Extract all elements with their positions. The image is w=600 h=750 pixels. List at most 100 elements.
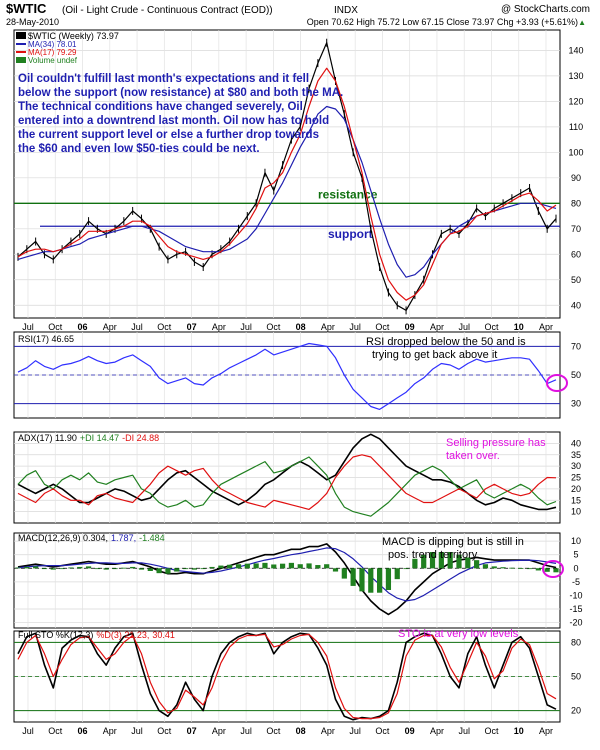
sto-x-tick-label: Jul: [240, 726, 252, 736]
price-series-ma17-line: [17, 67, 557, 301]
macd-histogram-bar: [368, 568, 374, 593]
header-date: 28-May-2010: [6, 17, 59, 27]
macd-histogram-bar: [262, 562, 268, 569]
rsi-y-tick-label: 50: [571, 370, 581, 380]
price-x-tick-label: Jul: [458, 322, 470, 332]
price-x-tick-label: Apr: [539, 322, 553, 332]
macd-y-tick-label: -20: [569, 618, 582, 628]
macd-histogram-bar: [403, 568, 409, 570]
macd-histogram-bar: [130, 566, 136, 569]
sto-x-tick-label: Oct: [157, 726, 172, 736]
macd-histogram-bar: [438, 552, 444, 569]
price-y-tick-label: 50: [571, 275, 581, 285]
resistance-label: resistance: [318, 187, 378, 201]
header-name: (Oil - Light Crude - Continuous Contract…: [62, 5, 273, 16]
macd-legend-hist: -1.484: [139, 533, 165, 543]
macd-histogram-bar: [341, 568, 347, 579]
sto-x-tick-label: Jul: [131, 726, 143, 736]
macd-histogram-bar: [15, 567, 21, 569]
support-label: support: [328, 227, 373, 241]
adx-legend: ADX(17) 11.90 +DI 14.47 -DI 24.88: [18, 433, 159, 443]
macd-legend-macd: MACD(12,26,9) 0.304,: [18, 533, 108, 543]
price-y-tick-label: 70: [571, 224, 581, 234]
sto-x-tick-label: Apr: [321, 726, 335, 736]
price-x-tick-label: Apr: [212, 322, 226, 332]
macd-frame: [13, 532, 561, 629]
price-y-tick-label: 130: [568, 71, 583, 81]
macd-histogram-bar: [103, 568, 109, 570]
macd-histogram-bar: [447, 552, 453, 569]
macd-histogram-bar: [165, 568, 171, 574]
header-exchange: INDX: [334, 5, 358, 16]
macd-histogram-bar: [297, 564, 303, 569]
sto-x-tick-label: Oct: [266, 726, 281, 736]
sto-x-tick-label: Apr: [103, 726, 117, 736]
price-x-tick-label: Apr: [103, 322, 117, 332]
price-y-tick-label: 100: [568, 147, 583, 157]
legend-swatch-volume: [16, 57, 26, 63]
macd-y-tick-label: -10: [569, 590, 582, 600]
price-series-ma34-line: [17, 105, 557, 278]
sto-x-tick-label: 08: [296, 726, 306, 736]
macd-histogram-bar: [33, 566, 39, 569]
sto-x-tick-label: Jul: [22, 726, 34, 736]
adx-y-tick-label: 30: [571, 461, 581, 471]
price-x-tick-label: Oct: [484, 322, 499, 332]
macd-histogram-bar: [429, 552, 436, 569]
macd-histogram-bar: [50, 568, 56, 570]
sto-series-k-line: [17, 632, 557, 721]
macd-histogram-bar: [332, 568, 339, 572]
macd-histogram-bar: [465, 557, 471, 569]
price-annotation-line: entered into a downtrend last month. Oil…: [18, 115, 329, 127]
macd-histogram-bar: [271, 564, 277, 569]
price-x-tick-label: 08: [296, 322, 306, 332]
legend-price: $WTIC (Weekly) 73.97: [28, 31, 119, 41]
watermark: @ StockCharts.com: [501, 4, 590, 15]
sto-annotation: STO is at very low levels: [398, 628, 519, 640]
rsi-annotation-line1: RSI dropped below the 50 and is: [366, 336, 526, 348]
macd-annotation-line2: pos. trend territory.: [388, 549, 480, 561]
macd-histogram-bar: [41, 568, 48, 570]
macd-histogram-bar: [509, 567, 515, 569]
price-x-tick-label: Oct: [157, 322, 172, 332]
macd-histogram-bar: [200, 568, 206, 570]
macd-histogram-bar: [456, 554, 462, 569]
macd-histogram-bar: [421, 554, 427, 569]
price-x-tick-label: Apr: [430, 322, 444, 332]
macd-histogram-bar: [288, 562, 295, 569]
sto-y-tick-label: 50: [571, 672, 581, 682]
adx-y-tick-label: 20: [571, 484, 581, 494]
price-y-tick-label: 90: [571, 173, 581, 183]
price-x-tick-label: Jul: [349, 322, 361, 332]
macd-histogram-bar: [544, 568, 550, 572]
macd-y-tick-label: 10: [571, 536, 581, 546]
legend-ma34: MA(34) 78.01: [28, 40, 77, 49]
macd-y-tick-label: 0: [573, 563, 578, 573]
sto-x-tick-label: 10: [514, 726, 524, 736]
macd-histogram-bar: [59, 568, 65, 570]
rsi-series-rsi-line: [17, 342, 557, 410]
adx-series-plus_di-line: [17, 456, 557, 517]
macd-histogram-bar: [324, 564, 330, 569]
macd-histogram-bar: [482, 564, 489, 569]
rsi-annotation-line2: trying to get back above it: [372, 349, 497, 361]
macd-histogram-bar: [209, 566, 215, 569]
price-annotation-line: below the support (now resistance) at $8…: [18, 87, 343, 99]
price-annotation-line: the current support level or else a furt…: [18, 129, 319, 141]
legend-volume: Volume undef: [28, 56, 78, 65]
price-x-tick-label: 10: [514, 322, 524, 332]
sto-x-tick-label: Oct: [48, 726, 63, 736]
legend-ma17: MA(17) 79.29: [28, 48, 77, 57]
rsi-panel: 30 50 70: [13, 331, 581, 419]
price-x-tick-label: Jul: [131, 322, 143, 332]
macd-histogram-bar: [112, 568, 118, 570]
adx-y-tick-label: 40: [571, 438, 581, 448]
sto-legend-d-val: 30.41: [152, 630, 175, 640]
sto-x-tick-label: Oct: [484, 726, 499, 736]
macd-panel: -20 -15 -10 -5 0 5 10: [13, 532, 583, 629]
macd-y-tick-label: -15: [569, 604, 582, 614]
macd-annotation-line1: MACD is dipping but is still in: [382, 536, 524, 548]
price-x-tick-label: Jul: [240, 322, 252, 332]
sto-x-tick-label: Apr: [539, 726, 553, 736]
